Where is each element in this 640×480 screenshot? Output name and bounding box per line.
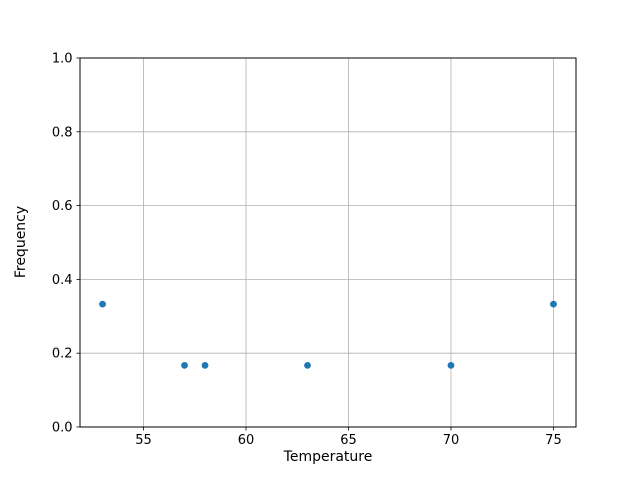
axes-spines [79,57,577,428]
y-tick-label: 0.0 [52,421,73,436]
y-tick-label: 0.8 [52,125,73,140]
y-tick-label: 0.4 [52,273,73,288]
x-tick-label: 65 [340,433,357,448]
y-tick-label: 0.6 [52,199,73,214]
data-point [201,361,209,369]
x-tick-label: 55 [135,433,152,448]
data-point [447,361,455,369]
data-point [304,361,311,369]
x-tick-label: 75 [545,433,562,448]
x-tick-label: 60 [238,433,255,448]
data-point [550,300,557,308]
y-tick-label: 1.0 [52,52,73,67]
y-axis-label: Frequency [13,205,29,279]
data-point [181,361,188,369]
x-axis-label: Temperature [283,449,373,465]
y-tick-label: 0.2 [52,347,73,362]
data-point [99,300,106,308]
x-tick-label: 70 [443,433,460,448]
